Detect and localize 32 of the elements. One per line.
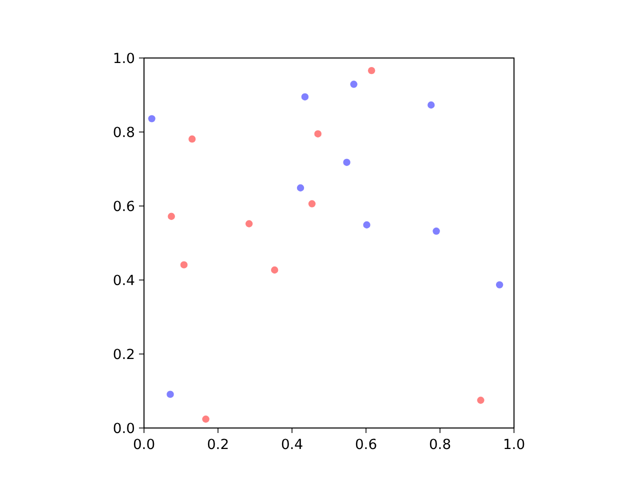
point	[363, 221, 370, 228]
point	[245, 220, 253, 228]
y-tick-label: 1.0	[112, 50, 135, 67]
point	[314, 130, 322, 138]
point	[428, 101, 435, 109]
point	[368, 66, 376, 74]
point	[271, 266, 278, 274]
x-tick-label: 0.4	[280, 437, 304, 454]
point	[296, 184, 304, 192]
point	[301, 93, 309, 100]
point	[166, 390, 174, 398]
x-tick-label: 0.8	[428, 437, 452, 454]
point	[477, 396, 484, 404]
point	[168, 212, 175, 220]
point	[202, 416, 210, 423]
point	[188, 135, 196, 143]
point	[350, 80, 358, 88]
point	[308, 200, 316, 208]
point	[343, 158, 350, 166]
point	[432, 228, 440, 235]
point	[148, 115, 156, 122]
x-tick-label: 1.0	[502, 437, 526, 454]
point	[180, 261, 188, 268]
x-tick-label: 0.0	[132, 437, 156, 454]
x-tick-label: 0.6	[354, 437, 378, 454]
y-tick-label: 0.8	[112, 124, 135, 141]
y-tick-label: 0.2	[112, 346, 135, 363]
y-tick-label: 0.6	[112, 198, 135, 215]
y-tick-label: 0.0	[112, 420, 135, 437]
point	[496, 281, 504, 288]
x-tick-label: 0.2	[206, 437, 230, 454]
y-tick-label: 0.4	[112, 272, 136, 289]
